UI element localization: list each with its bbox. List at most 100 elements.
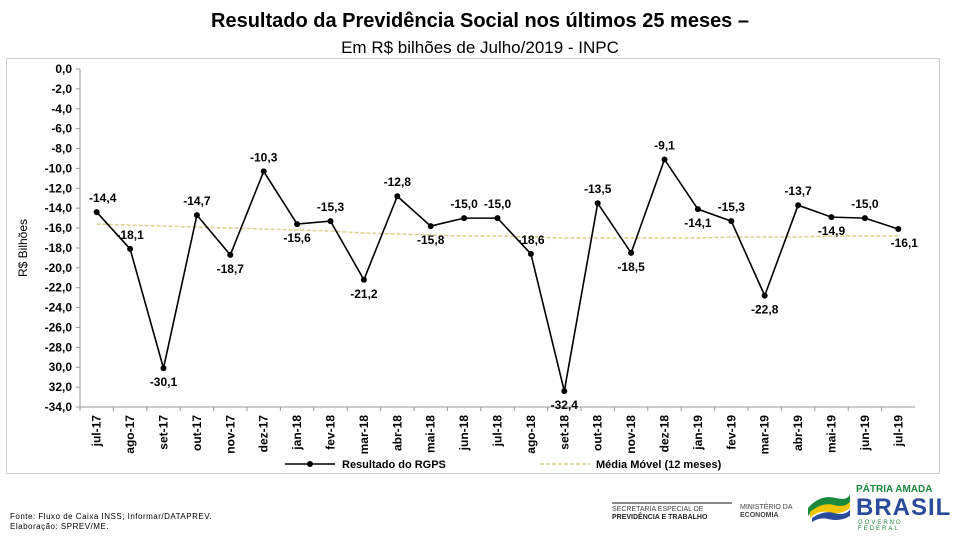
y-tick-label: -4,0 [51, 102, 72, 116]
data-point [694, 206, 701, 213]
line-chart: 0,0 -2,0 -4,0 -6,0 -8,0 -10,0 -12,0 -14,0 -16,0 -… [16, 62, 919, 471]
data-label: -15,8 [417, 233, 445, 247]
data-point [93, 209, 100, 216]
data-label: -13,5 [584, 182, 612, 196]
data-label: -15,0 [851, 197, 879, 211]
data-point [260, 168, 267, 175]
x-tick-label: mar-19 [758, 415, 772, 455]
data-point [127, 245, 134, 252]
secretaria-line-1: SECRETARIA ESPECIAL DE [612, 506, 704, 513]
data-point [795, 202, 802, 209]
data-label: -14,4 [89, 191, 117, 205]
data-point [628, 249, 635, 256]
y-tick-label: -8,0 [51, 142, 72, 156]
x-tick-label: abr-18 [390, 415, 404, 451]
data-label: -32,4 [551, 398, 579, 412]
data-label: -18,6 [517, 233, 545, 247]
legend-rgps-label: Resultado do RGPS [342, 459, 446, 471]
data-point [327, 218, 334, 225]
data-label: -15,3 [317, 200, 345, 214]
brasil-text: BRASIL [856, 494, 952, 521]
data-point [494, 215, 501, 222]
y-tick-label: -14,0 [45, 201, 73, 215]
ministerio-logo: MINISTÉRIO DA ECONOMIA [740, 504, 800, 520]
patria-amada-text: PÁTRIA AMADA [856, 484, 933, 495]
data-point [227, 251, 234, 258]
y-tick-label: 30,0 [49, 360, 73, 374]
x-tick-label: abr-19 [791, 415, 805, 451]
data-point [761, 292, 768, 299]
y-tick-label: -2,0 [51, 82, 72, 96]
x-tick-label: jan-18 [290, 415, 304, 451]
x-tick-label: dez-17 [257, 415, 271, 453]
legend-rgps-marker [307, 461, 313, 467]
data-label: -21,2 [350, 287, 378, 301]
chart-title: Resultado da Previdência Social nos últi… [211, 10, 749, 32]
data-label: -14,7 [183, 194, 211, 208]
x-tick-label: mai-19 [825, 415, 839, 453]
data-point [360, 276, 367, 283]
y-axis-title: R$ Bilhões [16, 219, 30, 277]
y-tick-label: -28,0 [45, 340, 73, 354]
data-point [661, 156, 668, 163]
data-point [728, 218, 735, 225]
data-label: -9,1 [654, 138, 675, 152]
source-line-2: Elaboração: SPREV/ME. [10, 522, 109, 531]
brasil-flag-icon [808, 494, 850, 522]
data-point [193, 212, 200, 219]
y-tick-label: -10,0 [45, 161, 73, 175]
data-label: -15,0 [450, 197, 478, 211]
x-tick-label: set-18 [557, 415, 571, 450]
data-point [294, 221, 301, 228]
series-media-movel-line [96, 223, 899, 239]
y-tick-label: -18,0 [45, 241, 73, 255]
x-tick-label: fev-19 [724, 415, 738, 450]
source-line-1: Fonte: Fluxo de Caixa INSS; Informar/DAT… [10, 512, 213, 521]
x-tick-label: nov-17 [223, 415, 237, 454]
data-point [895, 226, 902, 233]
y-tick-label: -12,0 [45, 181, 73, 195]
data-label: -18,7 [217, 262, 245, 276]
data-label: -14,9 [818, 224, 846, 238]
data-label: -30,1 [150, 375, 178, 389]
chart-frame [6, 58, 940, 474]
x-tick-label: out-17 [190, 415, 204, 451]
x-tick-label: out-18 [591, 415, 605, 451]
y-tick-label: -16,0 [45, 221, 73, 235]
y-tick-label: -26,0 [45, 320, 73, 334]
x-tick-label: jun-18 [457, 415, 471, 452]
x-tick-label: jul-17 [90, 415, 104, 448]
x-tick-label: mar-18 [357, 415, 371, 455]
data-label: -15,0 [484, 197, 512, 211]
data-point [461, 215, 468, 222]
data-label: -16,1 [891, 236, 919, 250]
y-tick-label: -24,0 [45, 301, 73, 315]
x-tick-label: ago-17 [123, 415, 137, 454]
data-label: -18,5 [617, 260, 645, 274]
data-label: -13,7 [784, 184, 812, 198]
ministerio-line-2: ECONOMIA [740, 512, 779, 519]
legend-media-label: Média Móvel (12 meses) [596, 459, 722, 471]
x-tick-label: ago-18 [524, 415, 538, 454]
data-label: -15,3 [718, 200, 746, 214]
x-tick-label: set-17 [157, 415, 171, 450]
governo-federal-text: GOVERNO FEDERAL [858, 520, 903, 532]
x-tick-label: jun-19 [858, 415, 872, 452]
ministerio-line-1: MINISTÉRIO DA [740, 504, 793, 511]
y-tick-label: -34,0 [45, 400, 73, 414]
data-label: -14,1 [684, 216, 712, 230]
x-tick-label: mai-18 [424, 415, 438, 453]
data-label: -12,8 [384, 175, 412, 189]
x-tick-label: jul-19 [891, 415, 905, 448]
secretaria-line-2: PREVIDÊNCIA E TRABALHO [612, 514, 708, 521]
data-point [861, 215, 868, 222]
x-tick-label: fev-18 [324, 415, 338, 450]
source-note: Fonte: Fluxo de Caixa INSS; Informar/DAT… [10, 512, 212, 532]
data-label: -18,1 [116, 228, 144, 242]
data-label: -10,3 [250, 150, 278, 164]
data-point [160, 365, 167, 372]
data-point [527, 250, 534, 257]
secretaria-logo: SECRETARIA ESPECIAL DE PREVIDÊNCIA E TRA… [612, 502, 732, 522]
x-tick-label: jul-18 [491, 415, 505, 448]
y-tick-label: -22,0 [45, 281, 73, 295]
